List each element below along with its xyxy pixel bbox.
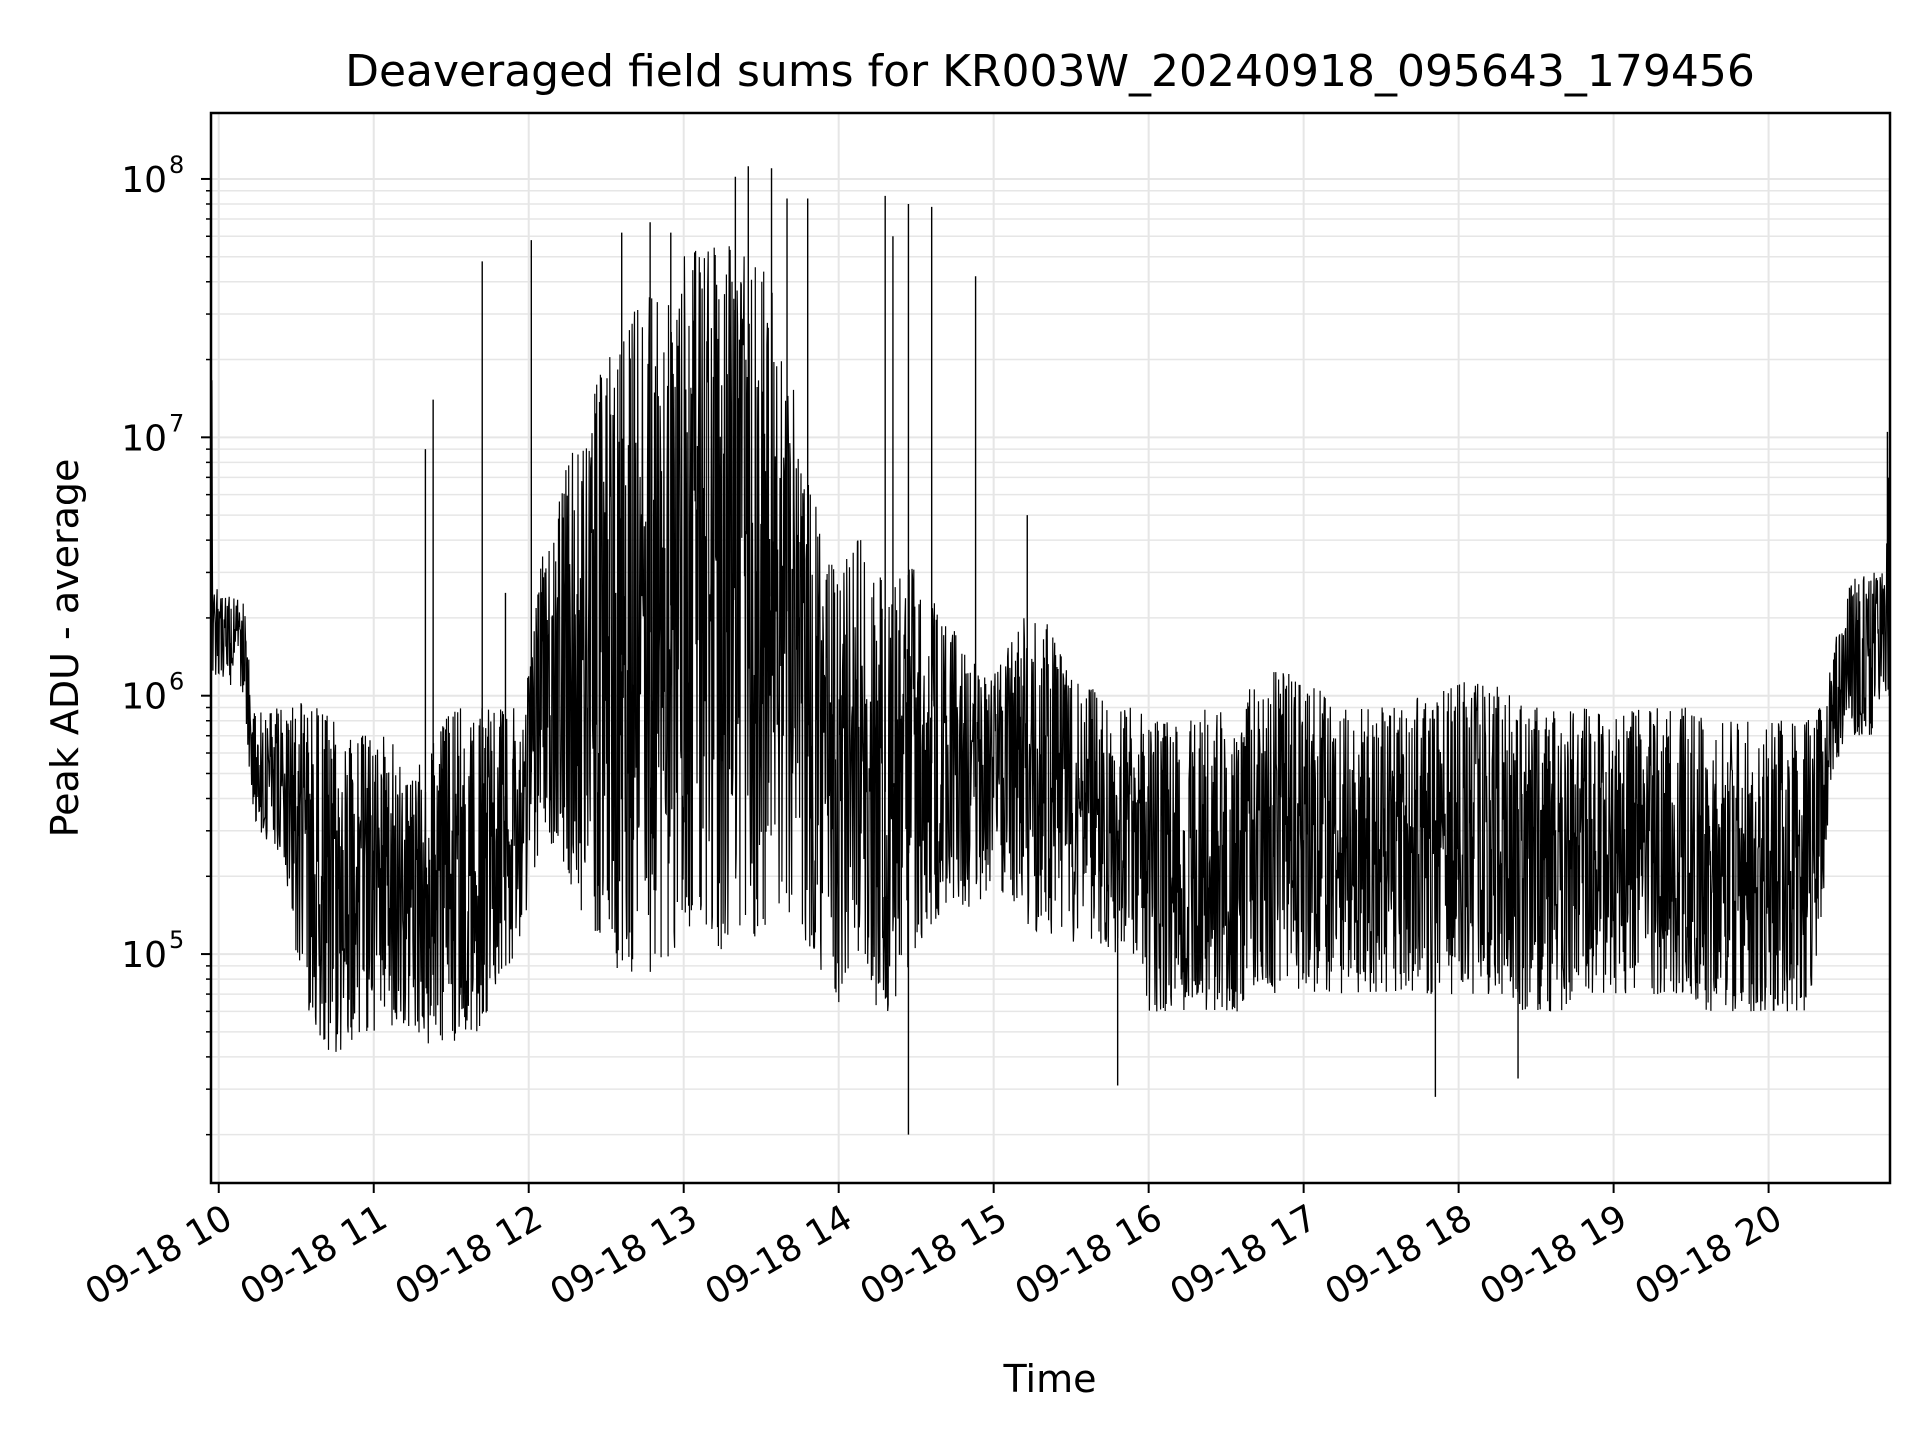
series-path — [210, 246, 1891, 1052]
x-axis-label: Time — [1003, 1357, 1097, 1401]
y-tick-label: 10 — [121, 677, 167, 718]
y-tick-label: 10 — [121, 935, 167, 976]
y-tick-exponent: 7 — [169, 409, 184, 437]
chart-title: Deaveraged field sums for KR003W_2024091… — [345, 46, 1755, 97]
series-line — [210, 166, 1891, 1135]
y-tick-exponent: 5 — [169, 926, 184, 954]
y-tick-label: 10 — [121, 418, 167, 459]
y-tick-label: 10 — [121, 160, 167, 201]
plot-frame — [209, 111, 1892, 1185]
y-tick-exponent: 6 — [169, 668, 184, 696]
y-tick-exponent: 8 — [169, 151, 184, 179]
y-axis-label: Peak ADU - average — [43, 459, 87, 838]
